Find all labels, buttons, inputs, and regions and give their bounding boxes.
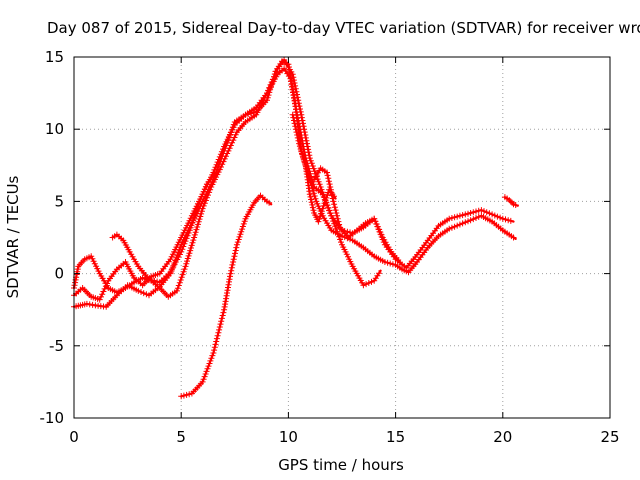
y-tick-label: 15	[45, 48, 64, 66]
series-markers	[289, 111, 337, 225]
series-markers	[501, 194, 519, 208]
x-tick-label: 5	[176, 428, 186, 446]
x-axis-label: GPS time / hours	[278, 456, 404, 474]
series-sat-e	[178, 192, 273, 400]
ticks: 0 5 10 15 20 25 -10 -5 0 5 10 15	[40, 48, 620, 446]
series-sat-f	[311, 165, 402, 264]
x-tick-label: 20	[493, 428, 512, 446]
series-sat-c	[71, 56, 382, 300]
y-axis-label: SDTVAR / TECUs	[4, 175, 22, 298]
chart-title: Day 087 of 2015, Sidereal Day-to-day VTE…	[47, 19, 640, 37]
series-markers	[178, 192, 273, 400]
series-sat-g	[501, 194, 519, 208]
series-markers	[311, 165, 402, 263]
series-markers	[71, 56, 382, 300]
y-tick-label: -10	[40, 409, 65, 427]
series-line	[72, 58, 382, 298]
x-tick-label: 10	[279, 428, 298, 446]
series-sat-h	[289, 111, 337, 225]
x-tick-label: 15	[386, 428, 405, 446]
plot-frame	[73, 56, 611, 419]
series-group	[71, 56, 519, 400]
x-tick-label: 25	[600, 428, 619, 446]
series-sat-d	[109, 171, 217, 286]
y-tick-label: 10	[45, 120, 64, 138]
y-tick-label: -5	[49, 337, 64, 355]
grid	[74, 57, 610, 418]
y-tick-label: 5	[54, 192, 64, 210]
x-tick-label: 0	[69, 428, 79, 446]
y-tick-label: 0	[54, 265, 64, 283]
series-markers	[109, 171, 217, 286]
